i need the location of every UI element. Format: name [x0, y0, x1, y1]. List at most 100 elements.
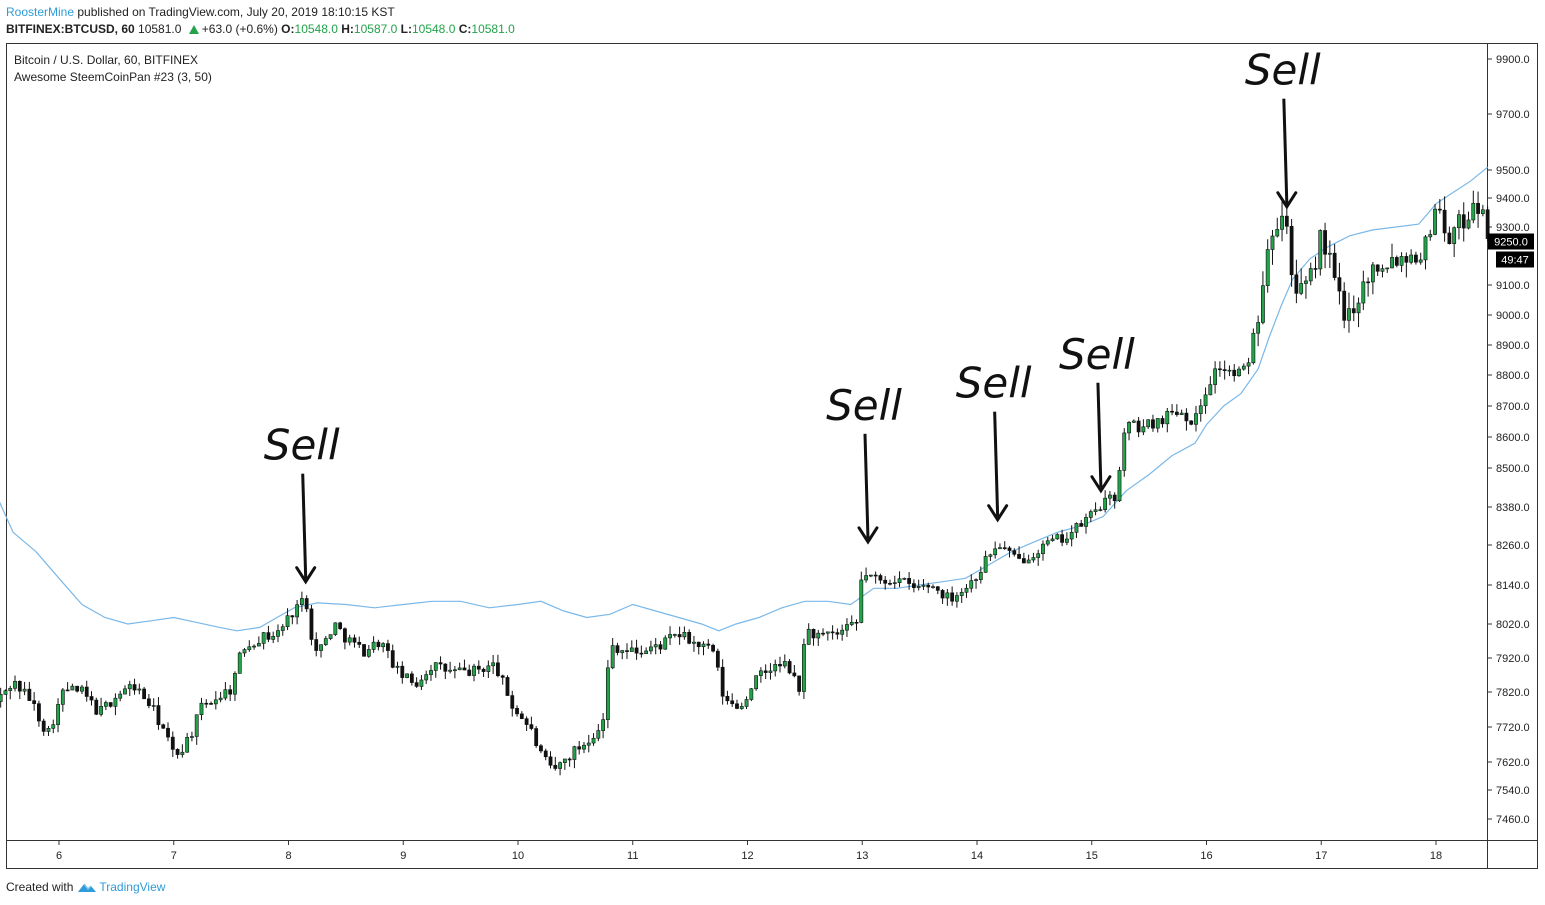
time-axis[interactable]: 6 7 8 9 10 11 12 13 14 15 16 17 18 — [56, 840, 1442, 862]
candle — [926, 582, 931, 594]
candle — [1237, 366, 1241, 377]
author-link[interactable]: RoosterMine — [6, 5, 75, 19]
candle — [457, 662, 462, 671]
up-arrow-icon — [188, 25, 199, 34]
candle — [892, 575, 897, 589]
candle — [663, 635, 668, 650]
candle — [1069, 525, 1074, 547]
candle — [911, 579, 916, 593]
candle — [1074, 522, 1079, 539]
candle — [825, 631, 830, 641]
candle — [1471, 190, 1476, 224]
price-tick-label: 8260.0 — [1496, 540, 1530, 552]
candle — [419, 675, 424, 691]
candle — [352, 634, 357, 648]
candle — [414, 677, 419, 688]
candle — [658, 641, 663, 655]
time-tick-label: 6 — [56, 850, 62, 862]
candle — [672, 633, 677, 638]
candle — [1385, 267, 1390, 273]
candle — [1045, 536, 1050, 547]
candle — [75, 685, 80, 693]
candle — [754, 675, 759, 691]
open-value: 10548.0 — [294, 22, 338, 36]
candle — [127, 680, 132, 697]
candle — [1251, 328, 1256, 365]
candle — [505, 675, 510, 696]
candle — [1289, 218, 1294, 287]
time-tick-label: 18 — [1430, 850, 1442, 862]
candle — [878, 573, 883, 584]
candle — [333, 622, 338, 636]
price-tick-label: 8140.0 — [1496, 580, 1530, 592]
price-tick-label: 9700.0 — [1496, 109, 1530, 121]
candle — [1280, 201, 1284, 242]
price-tick-label: 9300.0 — [1496, 222, 1530, 234]
candle — [768, 663, 773, 680]
sell-annotation: Sell — [826, 381, 902, 545]
price-tick-label: 8900.0 — [1496, 340, 1530, 352]
sell-label: Sell — [1245, 46, 1321, 95]
candle — [481, 667, 486, 678]
sell-annotation: Sell — [264, 421, 340, 585]
candle — [797, 675, 802, 696]
candle — [1442, 196, 1447, 242]
candle — [137, 683, 142, 695]
candle — [390, 644, 395, 669]
price-tick-label: 7920.0 — [1496, 653, 1530, 665]
candle — [1232, 364, 1237, 382]
candle — [1318, 229, 1323, 276]
candle — [921, 579, 926, 590]
candle — [1208, 376, 1213, 396]
candle — [687, 629, 692, 645]
candle — [371, 636, 376, 653]
candle — [596, 724, 601, 742]
candle — [840, 624, 845, 641]
candle — [940, 588, 945, 604]
candle — [84, 680, 89, 702]
time-tick-label: 14 — [971, 850, 983, 862]
candle — [773, 659, 778, 677]
candle — [1418, 252, 1423, 265]
sell-label: Sell — [264, 421, 340, 470]
candle — [649, 640, 653, 655]
sell-annotation: Sell — [1245, 46, 1321, 210]
price-tick-label: 8500.0 — [1496, 463, 1530, 475]
candle — [1026, 554, 1031, 564]
candle — [409, 671, 414, 686]
candle — [290, 615, 295, 625]
candle — [233, 671, 237, 701]
candle — [190, 731, 194, 742]
candle — [1308, 262, 1313, 286]
price-tick-label: 7540.0 — [1496, 785, 1530, 797]
candle — [209, 701, 213, 705]
candle — [1409, 249, 1414, 265]
svg-text:49:47: 49:47 — [1501, 255, 1529, 267]
candle — [1370, 261, 1375, 295]
candle — [778, 656, 782, 673]
candle — [873, 571, 878, 584]
candle — [974, 578, 978, 589]
candle — [519, 711, 524, 720]
candle — [849, 615, 854, 627]
price-axis[interactable]: 7460.0 7540.0 7620.0 7720.0 7820.0 7920.0 8020… — [1487, 54, 1530, 826]
candle — [534, 726, 539, 748]
candle — [199, 697, 204, 721]
price-tick-label: 9100.0 — [1496, 280, 1530, 292]
price-tick-label: 7460.0 — [1496, 814, 1530, 826]
candle — [668, 626, 672, 646]
candle — [955, 592, 959, 608]
candle — [1184, 408, 1189, 431]
candle — [218, 691, 223, 703]
candle — [1060, 529, 1065, 547]
low-value: 10548.0 — [411, 22, 456, 36]
candle — [213, 691, 218, 710]
candle — [304, 595, 309, 613]
candle — [1366, 277, 1371, 297]
candle — [99, 697, 103, 717]
price-tick-label: 9900.0 — [1496, 54, 1530, 66]
indicator-series — [0, 166, 1488, 632]
candle — [715, 648, 720, 671]
tradingview-brand[interactable]: TradingView — [99, 880, 166, 894]
